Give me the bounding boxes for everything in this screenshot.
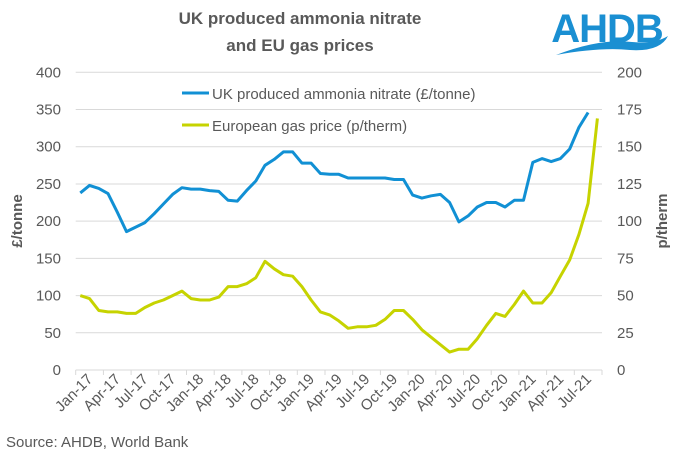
- y-tick-label-right: 200: [617, 64, 642, 81]
- y-tick-label-right: 150: [617, 139, 642, 156]
- logo-swoosh-icon: [556, 36, 668, 55]
- y-tick-label-left: 300: [36, 139, 61, 156]
- series-line-ammonia-nitrate: [79, 111, 590, 234]
- y-tick-label-left: 350: [36, 102, 61, 119]
- y-tick-label-left: 250: [36, 176, 61, 193]
- legend: UK produced ammonia nitrate (£/tonne) Eu…: [182, 86, 475, 135]
- legend-label-ammonia: UK produced ammonia nitrate (£/tonne): [212, 86, 475, 103]
- chart-title-line-1: UK produced ammonia nitrate: [179, 9, 422, 28]
- y-tick-label-left: 0: [53, 362, 61, 379]
- y-tick-label-right: 0: [617, 362, 625, 379]
- y-tick-label-right: 125: [617, 176, 642, 193]
- y-tick-label-right: 75: [617, 250, 634, 267]
- legend-label-gas: European gas price (p/therm): [212, 118, 407, 135]
- y-tick-label-left: 50: [44, 325, 61, 342]
- chart-title-line-2: and EU gas prices: [226, 36, 373, 55]
- source-note: Source: AHDB, World Bank: [6, 434, 189, 451]
- y-tick-label-right: 25: [617, 325, 634, 342]
- y-tick-label-left: 200: [36, 213, 61, 230]
- y-tick-label-left: 100: [36, 288, 61, 305]
- ahdb-logo: AHDB: [551, 7, 668, 55]
- y-axis-title-right: p/therm: [654, 193, 671, 248]
- series-line-gas-price: [79, 118, 599, 354]
- y-tick-label-left: 150: [36, 250, 61, 267]
- y-tick-label-right: 100: [617, 213, 642, 230]
- y-axis-title-left: £/tonne: [9, 194, 26, 247]
- y-tick-label-left: 400: [36, 64, 61, 81]
- y-tick-label-right: 175: [617, 102, 642, 119]
- y-tick-label-right: 50: [617, 288, 634, 305]
